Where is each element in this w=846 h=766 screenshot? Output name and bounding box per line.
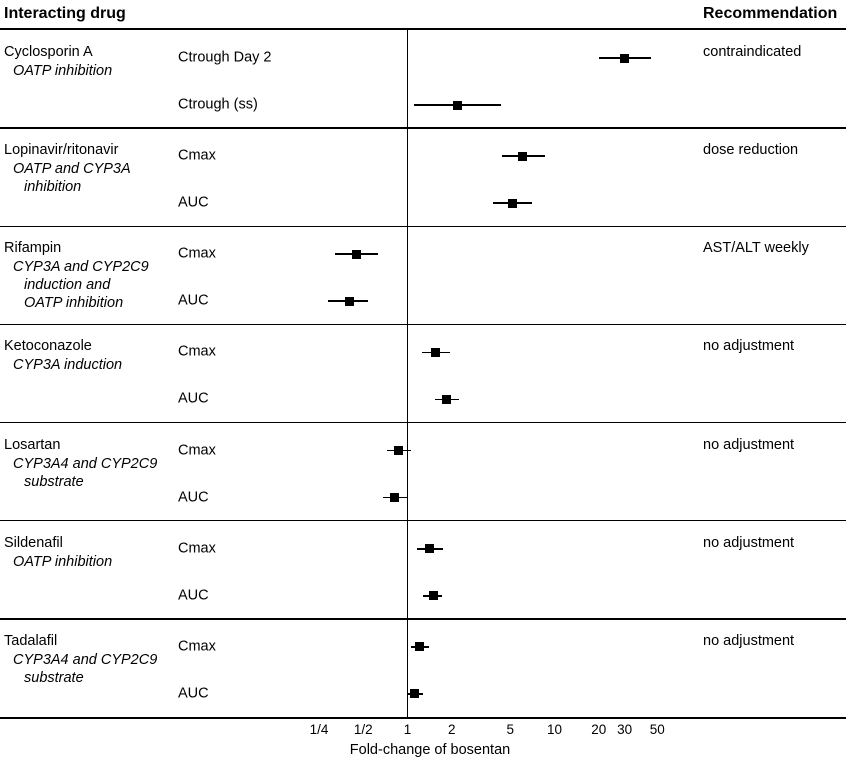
point-estimate-marker <box>414 642 424 652</box>
axis-tick-label: 30 <box>617 722 633 737</box>
axis-tick-label: 50 <box>649 722 665 737</box>
row-parameter-label: Cmax <box>178 343 216 360</box>
drug-mechanism: inhibition <box>24 179 82 196</box>
drug-mechanism: CYP3A4 and CYP2C9 <box>13 651 158 668</box>
column-header-recommendation: Recommendation <box>703 5 838 22</box>
drug-mechanism: OATP and CYP3A <box>13 161 131 178</box>
drug-mechanism: OATP inhibition <box>24 295 124 312</box>
axis-tick-label: 2 <box>447 722 456 737</box>
point-estimate-marker <box>394 446 404 456</box>
recommendation-label: dose reduction <box>703 142 799 159</box>
drug-name: Sildenafil <box>4 534 63 551</box>
row-parameter-label: Cmax <box>178 540 216 557</box>
drug-mechanism: CYP3A4 and CYP2C9 <box>13 455 158 472</box>
group-divider-line <box>0 323 846 326</box>
recommendation-label: no adjustment <box>703 632 795 649</box>
header-divider-line <box>0 28 846 30</box>
axis-baseline <box>0 717 846 719</box>
group-divider-line <box>0 421 846 424</box>
recommendation-label: no adjustment <box>703 338 795 355</box>
group-divider-line <box>0 519 846 522</box>
point-estimate-marker <box>390 493 400 503</box>
row-parameter-label: Ctrough (ss) <box>178 96 258 113</box>
group-divider-line <box>0 127 846 129</box>
row-parameter-label: AUC <box>178 390 209 407</box>
row-parameter-label: AUC <box>178 685 209 702</box>
drug-mechanism: CYP3A induction <box>13 357 123 374</box>
recommendation-label: contraindicated <box>703 44 802 60</box>
axis-tick-label: 1/2 <box>353 722 373 737</box>
group-divider-line <box>0 225 846 228</box>
reference-line <box>406 30 409 717</box>
drug-mechanism: OATP inhibition <box>13 63 113 79</box>
drug-name: Ketoconazole <box>4 338 92 355</box>
drug-mechanism: substrate <box>24 473 84 490</box>
point-estimate-marker <box>508 198 518 208</box>
axis-tick-label: 20 <box>591 722 607 737</box>
row-parameter-label: Cmax <box>178 147 216 164</box>
recommendation-label: no adjustment <box>703 534 795 551</box>
row-parameter-label: Cmax <box>178 442 216 459</box>
axis-tick-label: 1 <box>403 722 412 737</box>
point-estimate-marker <box>352 249 362 259</box>
axis-tick-label: 5 <box>506 722 514 737</box>
row-parameter-label: Ctrough Day 2 <box>178 49 272 66</box>
axis-tick-label: 1/4 <box>309 722 329 737</box>
row-parameter-label: AUC <box>178 587 209 604</box>
drug-mechanism: CYP3A and CYP2C9 <box>13 259 149 276</box>
point-estimate-marker <box>428 591 438 601</box>
recommendation-label: AST/ALT weekly <box>703 240 809 257</box>
row-parameter-label: Cmax <box>178 245 216 262</box>
row-parameter-label: AUC <box>178 292 209 309</box>
recommendation-label: no adjustment <box>703 436 795 453</box>
point-estimate-marker <box>442 394 452 404</box>
point-estimate-marker <box>453 100 463 110</box>
drug-name: Cyclosporin A <box>4 44 93 60</box>
point-estimate-marker <box>620 53 630 63</box>
drug-name: Lopinavir/ritonavir <box>4 142 119 159</box>
point-estimate-marker <box>518 151 528 161</box>
column-header-interacting-drug: Interacting drug <box>4 5 126 22</box>
point-estimate-marker <box>430 347 440 357</box>
row-parameter-label: AUC <box>178 194 209 211</box>
drug-mechanism: OATP inhibition <box>13 553 113 570</box>
point-estimate-marker <box>425 544 435 554</box>
drug-name: Losartan <box>4 436 61 453</box>
point-estimate-marker <box>344 296 354 306</box>
axis-tick-label: 10 <box>546 722 563 737</box>
row-parameter-label: Cmax <box>178 638 216 655</box>
x-axis-title: Fold-change of bosentan <box>349 742 511 758</box>
point-estimate-marker <box>410 689 420 699</box>
group-divider-line <box>0 618 846 620</box>
drug-mechanism: induction and <box>24 277 111 294</box>
drug-name: Rifampin <box>4 240 62 257</box>
drug-name: Tadalafil <box>4 632 58 649</box>
row-parameter-label: AUC <box>178 489 209 506</box>
drug-mechanism: substrate <box>24 669 84 686</box>
